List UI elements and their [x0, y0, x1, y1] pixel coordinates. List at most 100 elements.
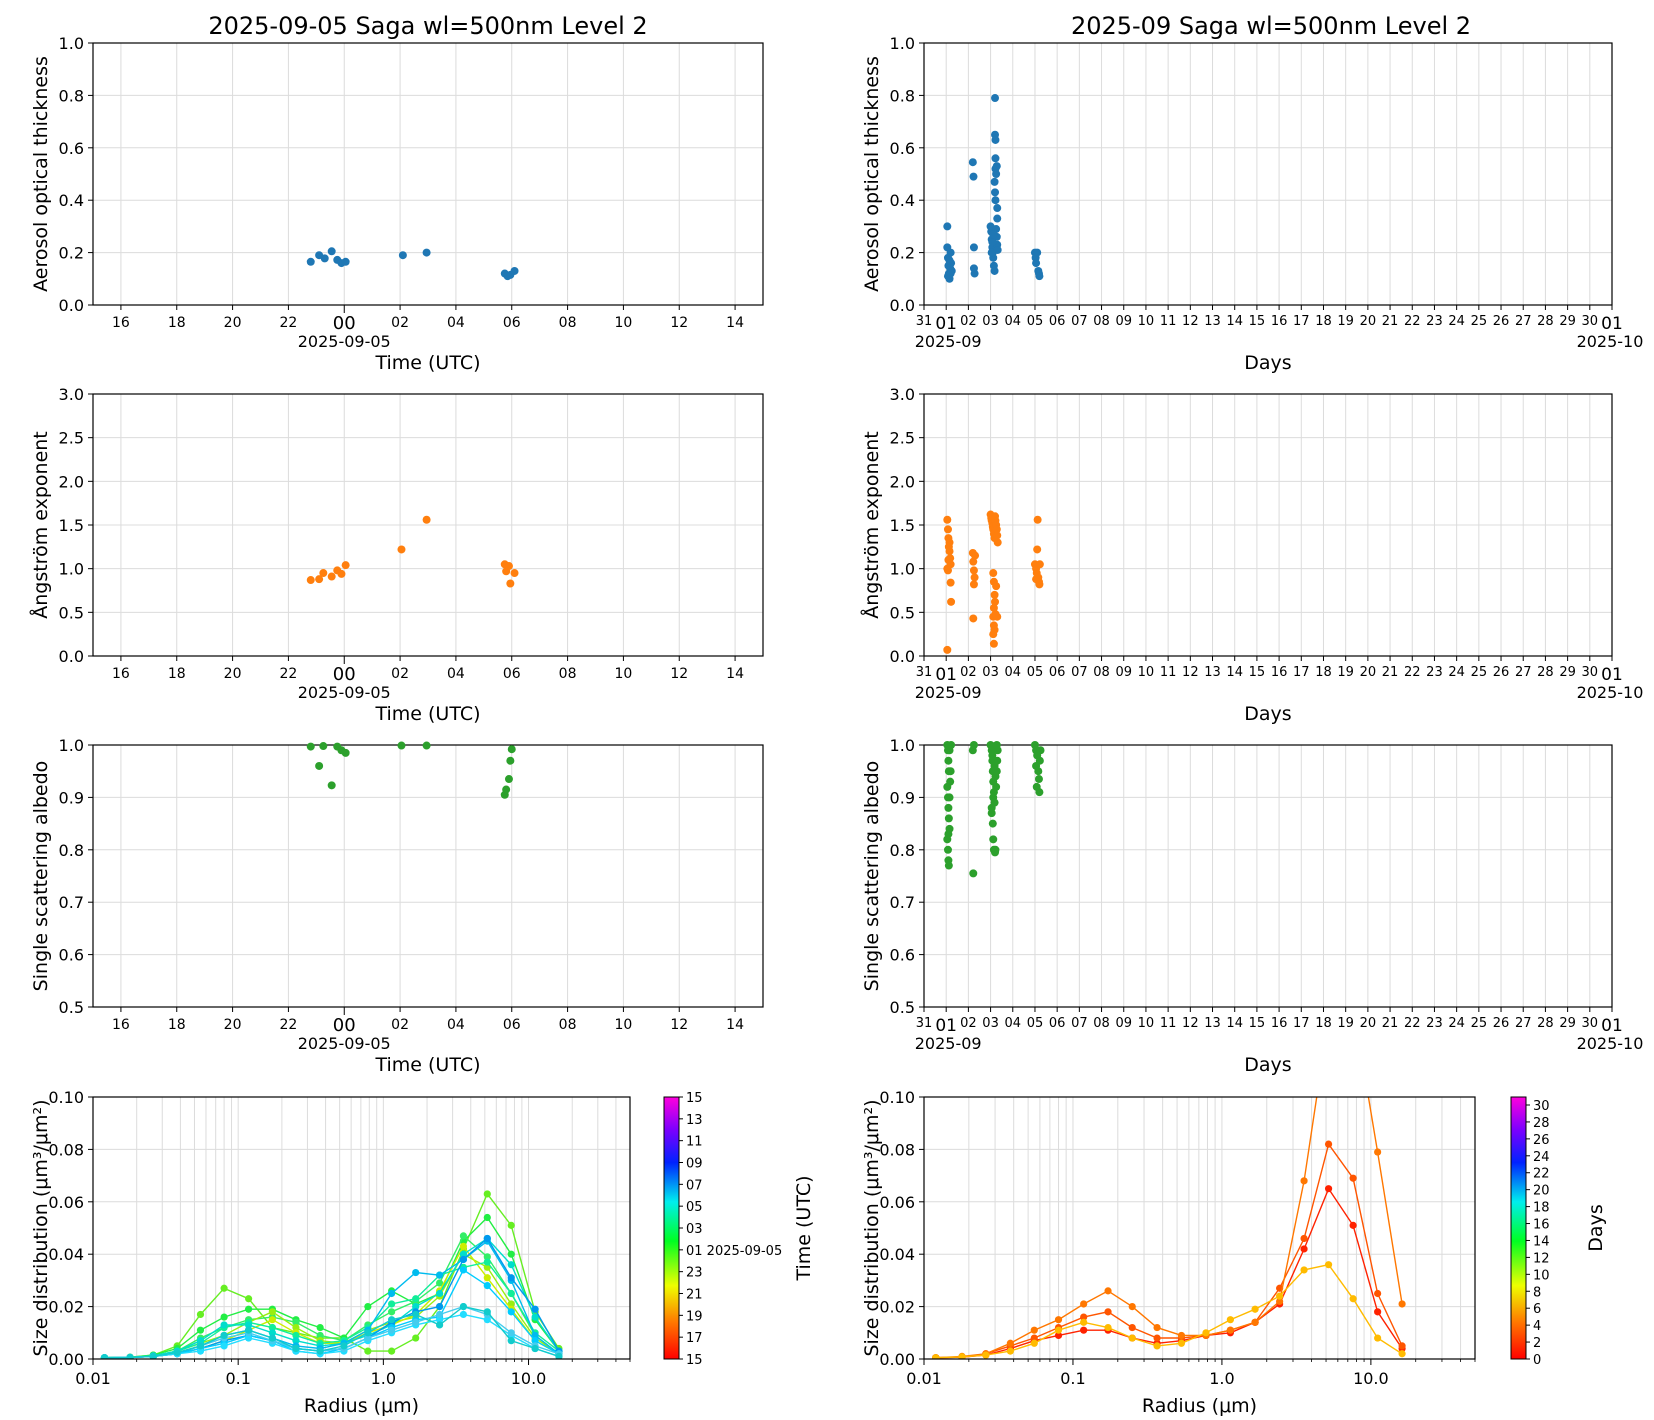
x-tick-label: 22	[280, 1017, 298, 1033]
x-tick-label: 06	[1049, 1016, 1066, 1031]
data-point	[435, 1289, 444, 1298]
x-tick-label: 08	[1093, 314, 1110, 329]
x-tick-label: 18	[1315, 665, 1332, 680]
x-tick-label: 22	[280, 666, 298, 682]
y-tick-label: 0.0	[890, 647, 915, 666]
data-point	[991, 154, 1000, 163]
x-tick-label: 10	[1138, 314, 1155, 329]
data-point	[483, 1253, 491, 1261]
x-tick-label: 10	[1138, 665, 1155, 680]
data-point	[993, 245, 1002, 254]
x-tick-label: 31	[916, 665, 933, 680]
data-point	[1036, 746, 1045, 755]
x-tick-label: 16	[112, 315, 130, 331]
data-point	[969, 557, 978, 566]
x-tick-label: 04	[447, 315, 465, 331]
x-tick-label: 09	[1115, 665, 1132, 680]
x-tick-label: 0.1	[225, 1369, 250, 1388]
y-tick-label: 0.5	[59, 998, 84, 1017]
x-tick-label: 12	[1182, 665, 1199, 680]
data-point	[1349, 1295, 1357, 1303]
data-point	[316, 1323, 324, 1332]
data-point	[1226, 1316, 1234, 1324]
colorbar-tick-label: 17	[686, 1331, 703, 1346]
y-tick-label: 0.0	[59, 296, 84, 315]
x-tick-label: 14	[1226, 314, 1243, 329]
data-point	[504, 562, 513, 571]
x-tick-label: 14	[1226, 665, 1243, 680]
data-point	[245, 1321, 253, 1329]
x-tick-label: 15	[1249, 314, 1266, 329]
colorbar-tick-label: 01 2025-09-05	[686, 1244, 782, 1259]
data-point	[220, 1321, 228, 1329]
y-tick-label: 3.0	[59, 385, 84, 404]
data-point	[412, 1310, 420, 1319]
data-point	[196, 1342, 205, 1350]
data-point	[932, 1354, 940, 1359]
data-point	[1374, 1334, 1382, 1342]
y-tick-label: 1.5	[890, 516, 915, 535]
data-point	[946, 767, 955, 776]
data-point	[341, 257, 350, 266]
x-tick-label: 20	[1360, 1016, 1377, 1031]
data-point	[364, 1334, 372, 1342]
colorbar-time-label: Time (UTC)	[793, 1175, 815, 1281]
y-tick-label: 0.6	[59, 946, 84, 965]
data-point	[268, 1323, 276, 1332]
x-tick-label: 17	[1293, 665, 1310, 680]
plot-frame	[92, 42, 764, 306]
x-start-date-label: 2025-09	[915, 332, 982, 351]
data-point	[507, 1250, 515, 1258]
data-point	[945, 793, 954, 802]
data-point	[412, 1295, 420, 1303]
data-point	[1300, 1266, 1308, 1274]
x-tick-label: 15	[1249, 665, 1266, 680]
data-point	[483, 1258, 491, 1266]
x-tick-label: 16	[1271, 665, 1288, 680]
data-point	[944, 756, 953, 765]
data-point	[946, 248, 955, 257]
data-point	[1153, 1342, 1161, 1350]
data-point	[483, 1213, 491, 1222]
x-tick-label: 11	[1160, 665, 1177, 680]
data-point	[459, 1232, 468, 1240]
x-tick-label: 23	[1426, 665, 1443, 680]
data-point	[397, 545, 406, 554]
colorbar-tick-label: 28	[1533, 1116, 1550, 1131]
x-tick-label: 20	[224, 1017, 242, 1033]
data-point	[319, 742, 328, 751]
y-tick-label: 0.04	[48, 1245, 84, 1264]
x-axis-label: Time (UTC)	[374, 1054, 480, 1076]
x-axis-label: Days	[1244, 1054, 1291, 1076]
data-point	[992, 162, 1001, 171]
data-point	[220, 1284, 228, 1292]
y-tick-label: 0.8	[59, 841, 84, 860]
colorbar-tick-label: 14	[1533, 1234, 1550, 1249]
x-date-label: 2025-09-05	[298, 1034, 391, 1053]
data-point	[1177, 1339, 1186, 1347]
data-point	[555, 1352, 563, 1359]
x-tick-label: 06	[503, 666, 521, 682]
x-tick-label: 22	[1404, 1016, 1421, 1031]
series-line	[104, 1216, 560, 1359]
y-tick-label: 2.5	[59, 429, 84, 448]
plot-frame	[92, 744, 764, 1008]
data-point	[483, 1316, 491, 1324]
colorbar-tick-label: 26	[1533, 1133, 1550, 1148]
data-point	[989, 639, 998, 648]
colorbar-tick-label: 6	[1533, 1302, 1541, 1317]
x-tick-label: 16	[112, 1017, 130, 1033]
x-tick-label: 01	[935, 1016, 957, 1036]
colorbar-tick-label: 13	[686, 1113, 703, 1128]
y-tick-label: 1.0	[59, 736, 84, 755]
y-axis-label: Size distribution (μm³/μm²)	[30, 1099, 52, 1356]
data-point	[422, 741, 431, 750]
data-point	[315, 575, 324, 584]
data-point	[531, 1313, 539, 1321]
data-point	[944, 555, 953, 564]
series-layer	[932, 1097, 1406, 1359]
y-tick-label: 0.04	[879, 1245, 915, 1264]
data-point	[531, 1337, 539, 1345]
colorbar-time: Time (UTC) 15 13 11 09 07 05 03 01 2025-09-05 23…	[663, 1091, 815, 1368]
